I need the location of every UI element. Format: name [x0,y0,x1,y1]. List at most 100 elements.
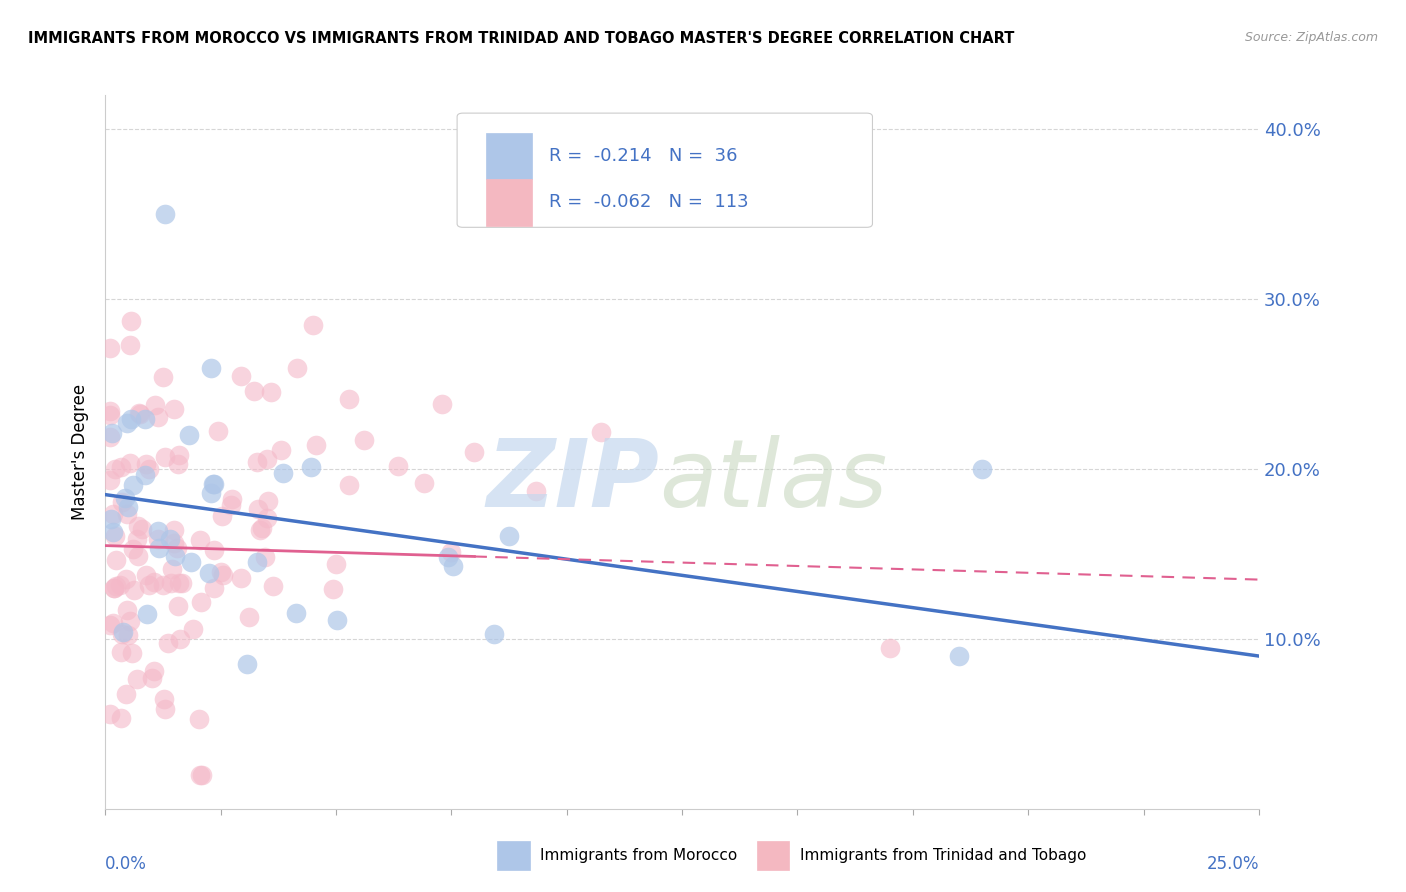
Point [200,486,222,500]
Point [159,532,181,546]
FancyBboxPatch shape [498,841,530,870]
Point [143,574,166,589]
Point [159,576,181,591]
Point [153,702,176,716]
Point [202,476,225,491]
Point [970,462,993,476]
Point [110,460,132,475]
Point [146,410,169,425]
Text: R =  -0.062   N =  113: R = -0.062 N = 113 [550,194,749,211]
Point [104,529,127,543]
Point [211,509,233,524]
Point [146,524,169,539]
Point [115,416,138,430]
Point [243,384,266,398]
Point [108,578,131,592]
Text: Immigrants from Morocco: Immigrants from Morocco [540,848,737,863]
Point [98,404,121,418]
Point [115,687,138,701]
Point [412,475,434,490]
Point [98,618,121,632]
Point [101,425,124,440]
Point [115,603,138,617]
Point [229,571,252,585]
Point [948,648,970,663]
Point [118,338,141,352]
Point [127,519,149,533]
Point [188,768,211,782]
Point [236,657,259,672]
Point [153,692,176,706]
Point [270,443,292,458]
Point [246,455,269,469]
Text: R =  -0.214   N =  36: R = -0.214 N = 36 [550,147,738,165]
Point [190,595,212,609]
Point [98,706,121,721]
Point [142,664,165,678]
Point [103,581,125,595]
Text: ZIP: ZIP [486,434,659,526]
Point [209,566,232,580]
Point [172,576,194,591]
Point [353,433,375,447]
Point [98,408,121,422]
Point [136,607,159,621]
Point [152,369,174,384]
Point [118,614,141,628]
Point [155,207,177,221]
Point [101,615,124,630]
Point [110,645,132,659]
Point [114,491,136,506]
Point [322,582,344,596]
Point [305,438,328,452]
Point [138,462,160,476]
Point [115,572,138,586]
Point [167,457,190,471]
Point [118,456,141,470]
Point [202,477,225,491]
Point [165,549,187,564]
FancyBboxPatch shape [486,179,531,226]
Point [249,523,271,537]
Point [262,579,284,593]
Point [180,555,202,569]
Point [167,575,190,590]
Point [98,473,121,487]
Text: 0.0%: 0.0% [105,855,148,873]
Point [166,541,188,555]
Point [260,384,283,399]
Point [98,429,121,443]
Point [120,313,142,327]
Point [387,459,409,474]
Point [253,549,276,564]
Point [117,500,139,514]
Point [188,533,211,547]
Point [148,541,170,555]
FancyBboxPatch shape [457,113,873,227]
Point [134,412,156,426]
FancyBboxPatch shape [486,133,531,179]
Point [440,545,463,559]
Point [120,412,142,426]
Point [482,626,505,640]
Point [256,451,278,466]
Point [117,627,139,641]
Point [131,522,153,536]
Point [127,672,149,686]
Text: Source: ZipAtlas.com: Source: ZipAtlas.com [1244,31,1378,45]
Point [181,622,204,636]
Point [238,610,260,624]
Point [441,558,464,573]
Point [524,484,547,499]
Point [285,361,308,376]
Point [101,525,124,540]
Point [146,532,169,546]
Point [200,360,222,375]
Text: Immigrants from Trinidad and Tobago: Immigrants from Trinidad and Tobago [800,848,1087,863]
FancyBboxPatch shape [756,841,789,870]
Point [302,318,325,332]
Point [104,578,127,592]
Point [138,578,160,592]
Point [122,583,145,598]
Point [246,501,269,516]
